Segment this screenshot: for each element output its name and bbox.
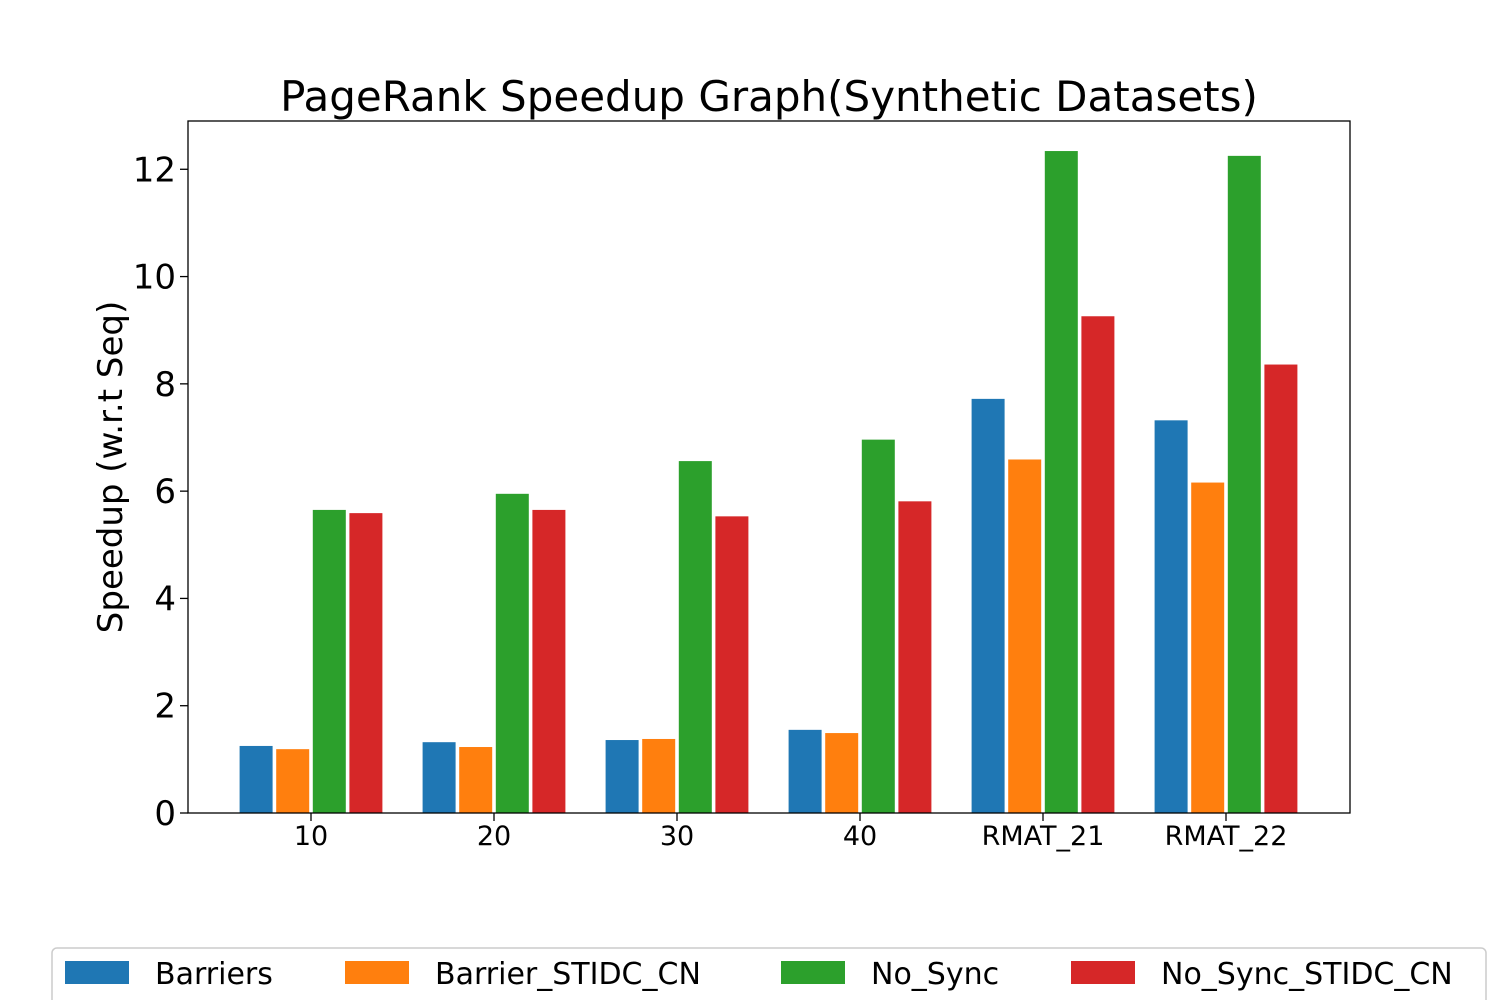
x-tick-label: 10 <box>294 821 328 852</box>
y-tick-label: 4 <box>154 579 176 619</box>
legend-label: No_Sync_STIDC_CN <box>1161 957 1453 992</box>
bar <box>276 749 310 813</box>
bar <box>1044 151 1078 814</box>
bar <box>422 742 456 813</box>
y-tick-label: 10 <box>133 258 176 298</box>
bar <box>532 509 566 813</box>
x-tick-label: 20 <box>477 821 511 852</box>
bar <box>678 461 712 813</box>
y-axis-label: Speedup (w.r.t Seq) <box>91 301 131 633</box>
bar <box>971 398 1005 813</box>
chart-title: PageRank Speedup Graph(Synthetic Dataset… <box>280 72 1258 121</box>
bar <box>861 439 895 813</box>
legend-label: Barrier_STIDC_CN <box>435 957 701 992</box>
y-tick-label: 6 <box>154 472 176 512</box>
bar <box>642 738 676 813</box>
legend-swatch <box>781 961 845 984</box>
bar <box>1081 316 1115 813</box>
bar <box>1227 155 1261 813</box>
legend-swatch <box>65 961 129 984</box>
y-tick-label: 8 <box>154 365 176 405</box>
x-tick-label: RMAT_22 <box>1165 821 1288 852</box>
bar <box>459 747 493 813</box>
bar <box>1264 364 1298 813</box>
legend: Barriers Barrier_STIDC_CN No_Sync No_Sync_S… <box>51 947 1487 1000</box>
y-tick-label: 12 <box>133 150 176 190</box>
bar <box>788 729 822 813</box>
legend-label: No_Sync <box>871 957 999 992</box>
x-tick-label: RMAT_21 <box>982 821 1105 852</box>
bar <box>1008 459 1042 813</box>
x-axis-ticks: 10 20 30 40 RMAT_21 RMAT_22 <box>294 813 1288 852</box>
y-axis-ticks: 0 2 4 6 8 10 12 <box>133 150 188 834</box>
y-tick-label: 0 <box>154 794 176 834</box>
bar <box>898 501 932 813</box>
bar <box>1154 420 1188 813</box>
bar <box>312 509 346 813</box>
legend-label: Barriers <box>155 957 273 992</box>
x-tick-label: 30 <box>660 821 694 852</box>
plot-frame <box>187 120 1351 814</box>
bar <box>825 733 859 813</box>
bar <box>239 745 273 813</box>
x-tick-label: 40 <box>843 821 877 852</box>
bar <box>349 513 383 813</box>
bars-group <box>239 151 1298 814</box>
bar <box>1191 482 1225 813</box>
bar <box>605 740 639 813</box>
bar <box>715 516 749 813</box>
y-tick-label: 2 <box>154 687 176 727</box>
bar <box>495 493 529 813</box>
legend-swatch <box>1071 961 1135 984</box>
legend-swatch <box>345 961 409 984</box>
